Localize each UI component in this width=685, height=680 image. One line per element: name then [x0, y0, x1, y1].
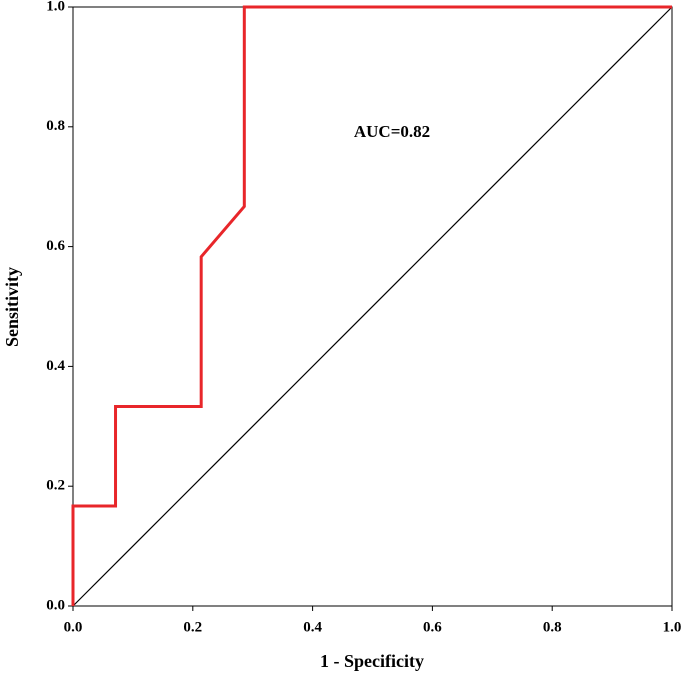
x-tick-label: 0.4 [303, 619, 322, 635]
y-axis-label: Sensitivity [2, 267, 22, 347]
y-tick-label: 0.8 [46, 118, 65, 134]
y-tick-label: 0.4 [46, 358, 65, 374]
x-tick-label: 0.2 [183, 619, 202, 635]
roc-line [71, 5, 672, 606]
annotation: AUC=0.82 [354, 122, 430, 141]
y-tick-label: 0.2 [46, 478, 65, 494]
x-tick-label: 1.0 [663, 619, 682, 635]
x-tick-label: 0.8 [543, 619, 562, 635]
x-tick-label: 0.0 [64, 619, 83, 635]
y-tick-label: 1.0 [46, 0, 65, 14]
x-axis-label: 1 - Specificity [320, 651, 424, 671]
roc-line [72, 6, 673, 607]
x-tick-label: 0.6 [423, 619, 442, 635]
y-tick-label: 0.6 [46, 238, 65, 254]
y-tick-label: 0.0 [46, 597, 65, 613]
